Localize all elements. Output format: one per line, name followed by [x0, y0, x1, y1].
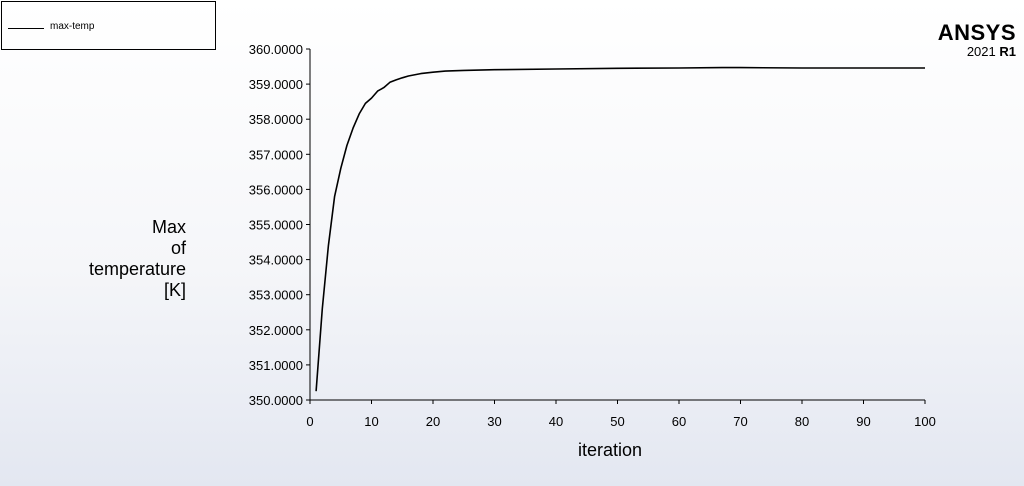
y-tick-label: 357.0000 [249, 147, 303, 162]
x-tick-label: 10 [364, 414, 378, 429]
legend-line-swatch [8, 28, 44, 29]
legend-label: max-temp [50, 21, 95, 32]
legend: max-temp [1, 1, 216, 50]
y-tick-label: 360.0000 [249, 42, 303, 57]
x-tick-label: 30 [487, 414, 501, 429]
y-axis-label-line: Max [151, 217, 186, 237]
x-tick-label: 60 [672, 414, 686, 429]
series-line-max-temp [315, 66, 925, 392]
x-tick-label: 70 [733, 414, 747, 429]
x-tick-label: 80 [795, 414, 809, 429]
y-axis-label: Max of temperature [K] [89, 217, 186, 301]
y-tick-label: 351.0000 [249, 358, 303, 373]
y-axis-label-line: of [170, 238, 186, 258]
x-tick-label: 40 [549, 414, 563, 429]
y-tick-label: 359.0000 [249, 77, 303, 92]
brand-logo: ANSYS 2021 R1 [937, 20, 1016, 59]
x-axis-label: iteration [578, 440, 643, 460]
x-tick-label: 100 [914, 414, 936, 429]
x-tick-label: 50 [610, 414, 624, 429]
x-tick-label: 20 [426, 414, 440, 429]
brand-version-release: R1 [999, 44, 1016, 59]
y-tick-label: 352.0000 [249, 323, 303, 338]
x-tick-label: 90 [856, 414, 870, 429]
brand-version-year: 2021 [966, 44, 996, 59]
x-tick-label: 0 [306, 414, 313, 429]
y-tick-label: 358.0000 [249, 112, 303, 127]
brand-version: 2021 R1 [938, 45, 1016, 58]
y-tick-label: 354.0000 [249, 253, 303, 268]
y-tick-label: 353.0000 [249, 288, 303, 303]
y-axis-label-line: temperature [88, 259, 186, 279]
y-tick-label: 355.0000 [249, 218, 303, 233]
brand-name: ANSYS [937, 20, 1016, 45]
y-axis-label-line: [K] [163, 280, 186, 300]
y-tick-label: 350.0000 [249, 393, 303, 408]
y-tick-label: 356.0000 [249, 182, 303, 197]
